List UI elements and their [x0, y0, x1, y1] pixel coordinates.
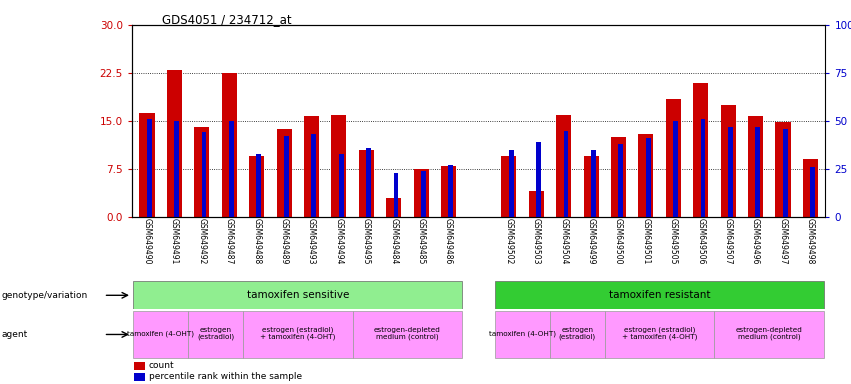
Bar: [421, 171, 426, 217]
Bar: [359, 150, 374, 217]
Bar: [331, 114, 346, 217]
Text: estrogen (estradiol)
+ tamoxifen (4-OHT): estrogen (estradiol) + tamoxifen (4-OHT): [622, 326, 697, 341]
Bar: [775, 122, 791, 217]
Text: GSM649491: GSM649491: [170, 218, 179, 265]
Text: count: count: [149, 361, 174, 370]
Bar: [202, 132, 207, 217]
Bar: [700, 119, 705, 217]
Text: estrogen
(estradiol): estrogen (estradiol): [197, 327, 234, 340]
Bar: [495, 281, 824, 309]
Text: estrogen-depleted
medium (control): estrogen-depleted medium (control): [374, 327, 441, 340]
Bar: [194, 127, 209, 217]
Text: GSM649500: GSM649500: [614, 218, 623, 265]
Text: GSM649499: GSM649499: [586, 218, 596, 265]
Text: GSM649506: GSM649506: [696, 218, 705, 265]
Bar: [140, 113, 155, 217]
Bar: [284, 136, 288, 217]
Bar: [728, 127, 733, 217]
Text: estrogen (estradiol)
+ tamoxifen (4-OHT): estrogen (estradiol) + tamoxifen (4-OHT): [260, 326, 335, 341]
Bar: [221, 73, 237, 217]
Bar: [802, 159, 818, 217]
Bar: [673, 121, 678, 217]
Bar: [550, 311, 605, 358]
Bar: [501, 156, 517, 217]
Bar: [134, 281, 462, 309]
Text: GSM649505: GSM649505: [669, 218, 678, 265]
Bar: [611, 137, 626, 217]
Bar: [557, 114, 571, 217]
Bar: [448, 165, 454, 217]
Bar: [536, 142, 541, 217]
Bar: [584, 156, 598, 217]
Bar: [366, 148, 371, 217]
Bar: [605, 311, 715, 358]
Bar: [591, 150, 596, 217]
Text: GSM649504: GSM649504: [559, 218, 568, 265]
Text: GSM649503: GSM649503: [532, 218, 540, 265]
Text: genotype/variation: genotype/variation: [2, 291, 88, 300]
Bar: [509, 150, 513, 217]
Text: GSM649495: GSM649495: [362, 218, 371, 265]
Bar: [646, 138, 650, 217]
Text: GSM649485: GSM649485: [417, 218, 426, 265]
Bar: [441, 166, 456, 217]
Bar: [188, 311, 243, 358]
Bar: [339, 154, 344, 217]
Bar: [721, 105, 736, 217]
Bar: [748, 116, 763, 217]
Text: GSM649492: GSM649492: [197, 218, 206, 265]
Bar: [147, 119, 151, 217]
Bar: [694, 83, 708, 217]
Text: GSM649502: GSM649502: [505, 218, 513, 265]
Text: GSM649501: GSM649501: [642, 218, 650, 265]
Bar: [256, 154, 261, 217]
Text: GSM649496: GSM649496: [751, 218, 760, 265]
Text: percentile rank within the sample: percentile rank within the sample: [149, 372, 302, 381]
Text: tamoxifen resistant: tamoxifen resistant: [608, 290, 711, 300]
Text: GSM649498: GSM649498: [806, 218, 815, 265]
Bar: [393, 173, 398, 217]
Text: agent: agent: [2, 330, 28, 339]
Text: tamoxifen (4-OHT): tamoxifen (4-OHT): [127, 330, 194, 337]
Bar: [563, 131, 568, 217]
Bar: [311, 134, 316, 217]
Bar: [167, 70, 182, 217]
Bar: [134, 361, 145, 370]
Bar: [495, 311, 550, 358]
Bar: [715, 311, 824, 358]
Text: GSM649507: GSM649507: [723, 218, 733, 265]
Text: GSM649493: GSM649493: [307, 218, 316, 265]
Bar: [134, 311, 188, 358]
Bar: [386, 198, 401, 217]
Bar: [304, 116, 319, 217]
Bar: [174, 121, 179, 217]
Bar: [414, 169, 429, 217]
Bar: [229, 121, 234, 217]
Bar: [665, 99, 681, 217]
Bar: [619, 144, 623, 217]
Bar: [810, 167, 815, 217]
Bar: [277, 129, 292, 217]
Text: estrogen-depleted
medium (control): estrogen-depleted medium (control): [736, 327, 802, 340]
Bar: [134, 372, 145, 381]
Bar: [756, 127, 760, 217]
Text: tamoxifen (4-OHT): tamoxifen (4-OHT): [489, 330, 556, 337]
Text: estrogen
(estradiol): estrogen (estradiol): [559, 327, 596, 340]
Bar: [783, 129, 788, 217]
Text: GSM649490: GSM649490: [142, 218, 151, 265]
Text: GSM649487: GSM649487: [225, 218, 234, 265]
Bar: [528, 191, 544, 217]
Text: GSM649489: GSM649489: [279, 218, 288, 265]
Text: GDS4051 / 234712_at: GDS4051 / 234712_at: [162, 13, 291, 26]
Bar: [243, 311, 352, 358]
Text: GSM649488: GSM649488: [252, 218, 261, 265]
Text: GSM649486: GSM649486: [444, 218, 453, 265]
Bar: [249, 156, 264, 217]
Text: tamoxifen sensitive: tamoxifen sensitive: [247, 290, 349, 300]
Text: GSM649497: GSM649497: [779, 218, 787, 265]
Bar: [638, 134, 654, 217]
Text: GSM649494: GSM649494: [334, 218, 343, 265]
Text: GSM649484: GSM649484: [389, 218, 398, 265]
Bar: [352, 311, 462, 358]
